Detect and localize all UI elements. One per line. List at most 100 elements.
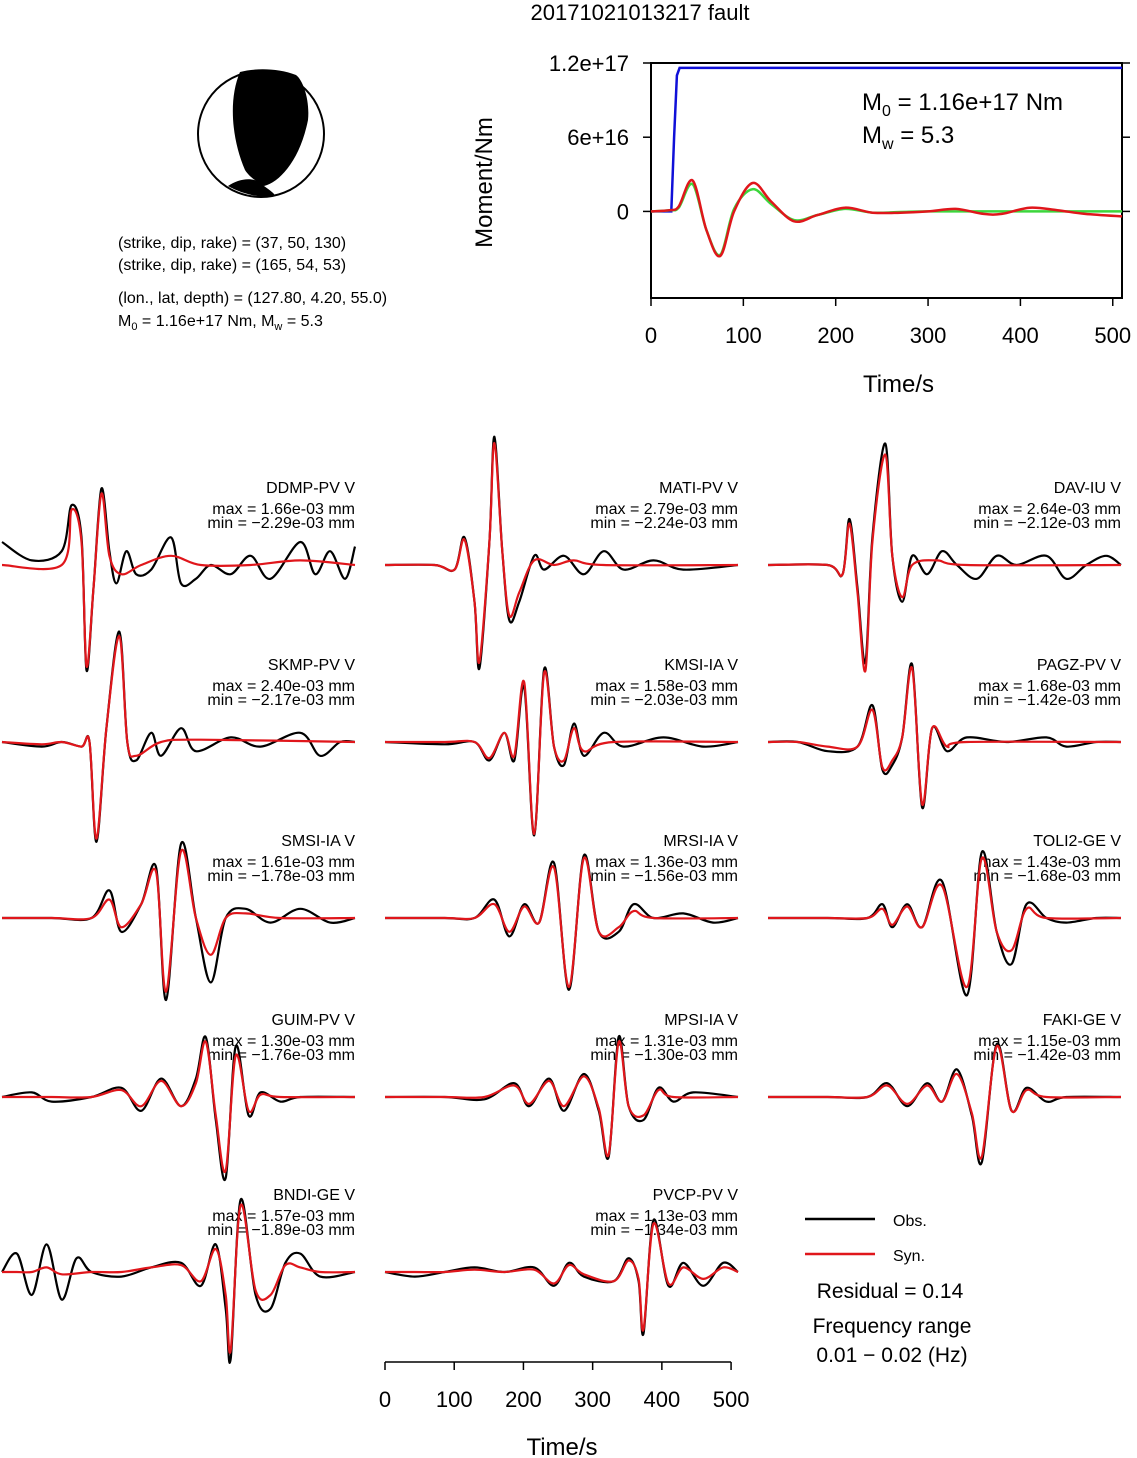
waveform-legend: Obs. Syn. Residual = 0.14 Frequency rang… xyxy=(805,1213,971,1367)
station-name: SKMP-PV V xyxy=(268,657,355,674)
moment-ytick-label-0: 0 xyxy=(617,199,629,224)
station-min: min = −2.24e-03 mm xyxy=(590,515,738,532)
station-min: min = −1.68e-03 mm xyxy=(973,868,1121,885)
legend-obs-label: Obs. xyxy=(893,1213,927,1230)
station-max: max = 1.68e-03 mm xyxy=(978,678,1121,695)
station-min: min = −2.29e-03 mm xyxy=(207,515,355,532)
syn-trace-mati-pv-v xyxy=(384,441,739,664)
syn-trace-guim-pv-v xyxy=(2,1040,356,1174)
source-info: (strike, dip, rake) = (37, 50, 130) (str… xyxy=(118,235,387,333)
syn-trace-faki-ge-v xyxy=(768,1045,1122,1160)
station-name: MATI-PV V xyxy=(659,480,738,497)
moment-xtick-label-4: 400 xyxy=(1002,323,1039,348)
syn-trace-pvcp-pv-v xyxy=(385,1222,739,1332)
station-max: max = 1.66e-03 mm xyxy=(212,501,355,518)
station-max: max = 1.57e-03 mm xyxy=(212,1208,355,1225)
frequency-label: Frequency range xyxy=(813,1315,972,1338)
syn-trace-smsi-ia-v xyxy=(2,848,356,993)
waveform-xtick-label-4: 400 xyxy=(644,1387,681,1412)
station-min: min = −1.30e-03 mm xyxy=(590,1047,738,1064)
moment-xlabel: Time/s xyxy=(863,371,934,398)
station-max: max = 1.61e-03 mm xyxy=(212,854,355,871)
station-min: min = −1.34e-03 mm xyxy=(590,1222,738,1239)
moment-ytick-label-1: 6e+16 xyxy=(567,125,629,150)
station-name: DAV-IU V xyxy=(1054,480,1122,497)
station-min: min = −2.12e-03 mm xyxy=(973,515,1121,532)
moment-xtick-label-1: 100 xyxy=(725,323,762,348)
moment-xtick-label-2: 200 xyxy=(817,323,854,348)
syn-trace-toli2-ge-v xyxy=(768,856,1122,989)
station-name: FAKI-GE V xyxy=(1043,1012,1122,1029)
figure-title: 20171021013217 fault xyxy=(531,0,750,25)
station-name: MPSI-IA V xyxy=(664,1012,738,1029)
moment-rate-fit-line xyxy=(650,182,1122,257)
nodal-plane-1: (strike, dip, rake) = (37, 50, 130) xyxy=(118,235,346,252)
syn-trace-skmp-pv-v xyxy=(1,635,356,840)
station-max: max = 1.15e-03 mm xyxy=(978,1033,1121,1050)
station-max: max = 2.79e-03 mm xyxy=(595,501,738,518)
station-min: min = −1.76e-03 mm xyxy=(207,1047,355,1064)
moment-legend-mw: Mw = 5.3 xyxy=(862,122,954,153)
syn-trace-kmsi-ia-v xyxy=(384,669,739,836)
beachball-compressional-quadrant xyxy=(232,69,309,186)
residual-text: Residual = 0.14 xyxy=(817,1280,964,1303)
obs-trace-smsi-ia-v xyxy=(2,840,356,1002)
station-max: max = 1.36e-03 mm xyxy=(595,854,738,871)
syn-trace-bndi-ge-v xyxy=(2,1203,356,1354)
obs-trace-dav-iu-v xyxy=(767,442,1122,665)
station-max: max = 1.30e-03 mm xyxy=(212,1033,355,1050)
beachball xyxy=(197,69,325,198)
waveform-xtick-label-1: 100 xyxy=(436,1387,473,1412)
station-name: MRSI-IA V xyxy=(663,833,738,850)
waveform-xlabel: Time/s xyxy=(526,1434,597,1458)
station-min: min = −1.42e-03 mm xyxy=(973,692,1121,709)
station-min: min = −1.42e-03 mm xyxy=(973,1047,1121,1064)
nodal-plane-2: (strike, dip, rake) = (165, 54, 53) xyxy=(118,257,346,274)
moment-ylabel: Moment/Nm xyxy=(471,117,498,248)
obs-trace-mati-pv-v xyxy=(384,435,739,671)
moment-chart: 0 100 200 300 400 500 0 6e+16 1.2e+17 Time/s Momen… xyxy=(471,51,1131,398)
station-name: SMSI-IA V xyxy=(281,833,355,850)
station-name: KMSI-IA V xyxy=(664,657,738,674)
waveform-xtick-label-5: 500 xyxy=(713,1387,750,1412)
station-name: DDMP-PV V xyxy=(266,480,355,497)
source-moment: M0 = 1.16e+17 Nm, Mw = 5.3 xyxy=(118,313,323,333)
waveform-xtick-label-2: 200 xyxy=(505,1387,542,1412)
station-min: min = −1.78e-03 mm xyxy=(207,868,355,885)
syn-trace-pagz-pv-v xyxy=(767,666,1122,806)
moment-legend: M0 = 1.16e+17 Nm Mw = 5.3 xyxy=(862,89,1063,153)
moment-cumulative-line xyxy=(651,66,1122,213)
station-min: min = −1.56e-03 mm xyxy=(590,868,738,885)
moment-xtick-label-3: 300 xyxy=(910,323,947,348)
source-location: (lon., lat, depth) = (127.80, 4.20, 55.0… xyxy=(118,290,387,307)
station-min: min = −1.89e-03 mm xyxy=(207,1222,355,1239)
obs-trace-kmsi-ia-v xyxy=(384,666,739,837)
station-max: max = 2.64e-03 mm xyxy=(978,501,1121,518)
station-max: max = 1.31e-03 mm xyxy=(595,1033,738,1050)
station-min: min = −2.17e-03 mm xyxy=(207,692,355,709)
station-name: TOLI2-GE V xyxy=(1033,833,1121,850)
station-max: max = 2.40e-03 mm xyxy=(212,678,355,695)
waveform-xtick-label-0: 0 xyxy=(379,1387,391,1412)
moment-rate-obs-line xyxy=(650,179,1123,258)
station-min: min = −2.03e-03 mm xyxy=(590,692,738,709)
moment-xtick-label-5: 500 xyxy=(1094,323,1131,348)
station-max: max = 1.58e-03 mm xyxy=(595,678,738,695)
moment-xtick-label-0: 0 xyxy=(645,323,657,348)
syn-trace-dav-iu-v xyxy=(767,453,1122,673)
syn-trace-mpsi-ia-v xyxy=(385,1040,739,1158)
station-name: PAGZ-PV V xyxy=(1037,657,1121,674)
